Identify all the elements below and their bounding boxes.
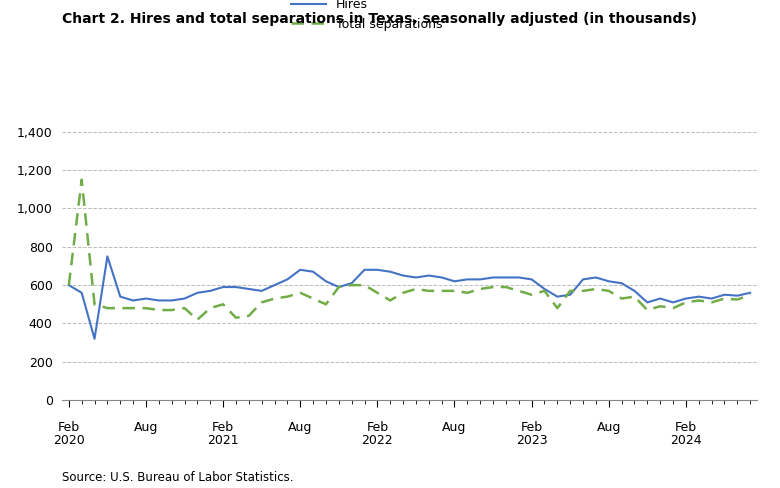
Text: 2024: 2024 (670, 434, 702, 447)
Text: 2022: 2022 (362, 434, 393, 447)
Text: Source: U.S. Bureau of Labor Statistics.: Source: U.S. Bureau of Labor Statistics. (62, 471, 294, 484)
Text: Aug: Aug (288, 421, 313, 434)
Text: Feb: Feb (58, 421, 80, 434)
Text: Aug: Aug (597, 421, 621, 434)
Text: Aug: Aug (134, 421, 158, 434)
Text: 2020: 2020 (53, 434, 85, 447)
Legend: Hires, Total separations: Hires, Total separations (291, 0, 442, 31)
Text: 2023: 2023 (516, 434, 548, 447)
Text: Feb: Feb (520, 421, 543, 434)
Text: Feb: Feb (675, 421, 697, 434)
Text: Aug: Aug (442, 421, 466, 434)
Text: Feb: Feb (212, 421, 234, 434)
Text: Chart 2. Hires and total separations in Texas, seasonally adjusted (in thousands: Chart 2. Hires and total separations in … (62, 12, 697, 26)
Text: Feb: Feb (367, 421, 388, 434)
Text: 2021: 2021 (207, 434, 239, 447)
